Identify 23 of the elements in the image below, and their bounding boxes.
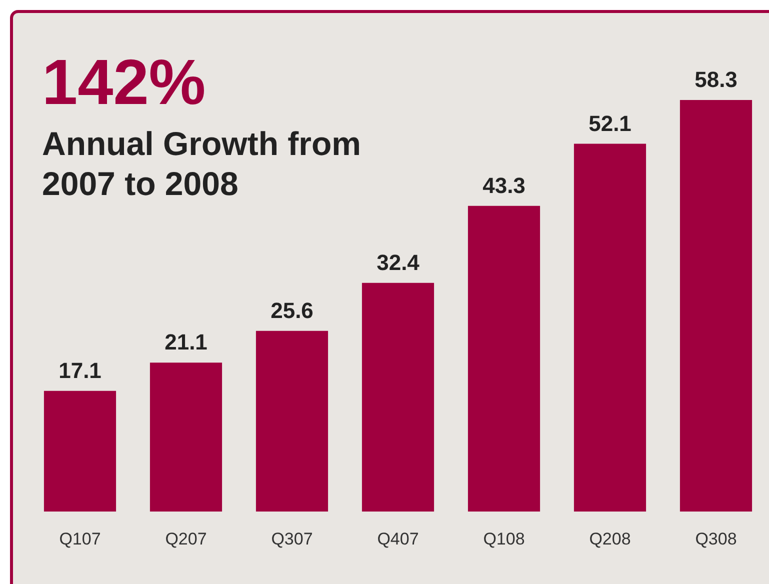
bar [468,206,540,512]
x-tick-label: Q407 [377,529,419,548]
data-label: 32.4 [376,250,420,275]
x-tick-label: Q307 [271,529,313,548]
data-label: 43.3 [482,172,526,198]
x-tick-label: Q308 [695,529,737,548]
x-tick-label: Q208 [589,529,631,548]
data-label: 52.1 [588,110,632,136]
x-tick-label: Q108 [483,529,525,548]
x-tick-label: Q107 [59,529,101,548]
chart-title: 142% [42,46,206,118]
bar [256,330,328,512]
data-label: 21.1 [164,330,208,355]
bar [680,100,752,512]
x-tick-label: Q207 [165,529,207,548]
text: Annual Growth from 2007 to 2008 [42,124,362,204]
bar [44,390,116,512]
data-label: 17.1 [58,358,102,383]
data-label: 25.6 [270,298,314,323]
data-label: 58.3 [694,67,738,92]
bar [362,282,434,512]
bar [574,144,646,512]
bar [150,362,222,512]
